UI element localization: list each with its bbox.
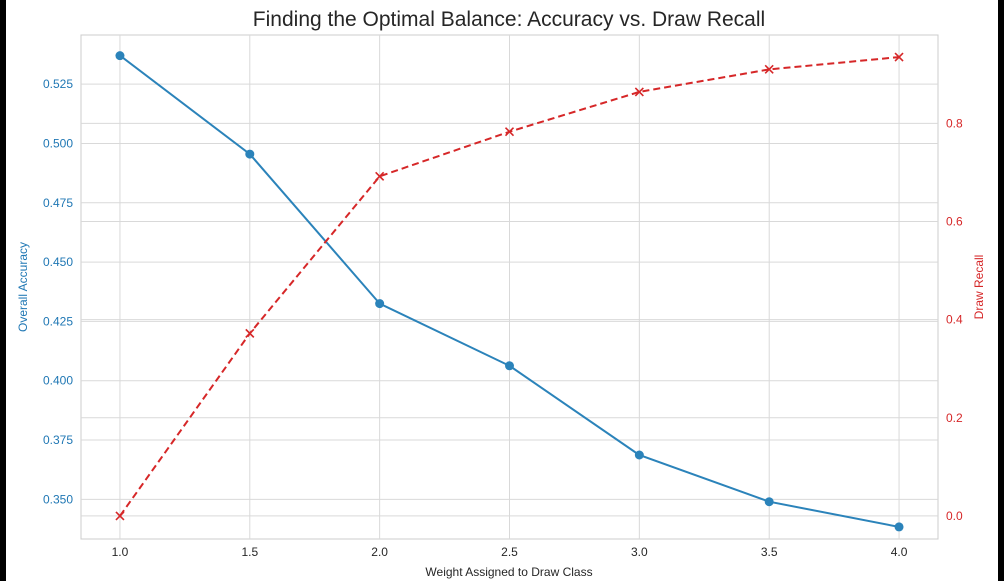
left-tick-label: 0.350 (43, 492, 73, 506)
right-axis-label: Draw Recall (972, 255, 986, 320)
x-tick-label: 1.5 (241, 545, 258, 559)
data-point-accuracy (115, 51, 125, 61)
chart-title: Finding the Optimal Balance: Accuracy vs… (253, 8, 765, 31)
data-point-draw-recall (894, 52, 904, 62)
x-tick-label: 3.5 (761, 545, 778, 559)
data-point-draw-recall (245, 328, 255, 338)
data-point-draw-recall (764, 64, 774, 74)
x-tick-label: 2.0 (371, 545, 388, 559)
data-point-accuracy (894, 522, 904, 532)
x-tick-label: 1.0 (112, 545, 129, 559)
x-tick-label: 2.5 (501, 545, 518, 559)
left-tick-label: 0.400 (43, 374, 73, 388)
left-tick-label: 0.500 (43, 136, 73, 150)
left-axis-ticks: 0.350 0.375 0.400 0.425 0.450 0.475 0.500 0.525 (43, 77, 73, 506)
right-tick-label: 0.4 (946, 313, 963, 327)
data-point-accuracy (505, 361, 514, 371)
right-axis-ticks: 0.0 0.2 0.4 0.6 0.8 (946, 116, 963, 523)
right-tick-label: 0.8 (946, 116, 963, 130)
left-tick-label: 0.425 (43, 314, 73, 328)
left-tick-label: 0.450 (43, 255, 73, 269)
right-tick-label: 0.6 (946, 214, 963, 228)
data-point-accuracy (375, 299, 385, 309)
left-tick-label: 0.375 (43, 433, 73, 447)
x-tick-label: 3.0 (631, 545, 648, 559)
left-tick-label: 0.475 (43, 196, 73, 210)
data-point-draw-recall (115, 511, 125, 521)
data-point-accuracy (245, 149, 255, 159)
right-tick-label: 0.2 (946, 411, 963, 425)
data-point-draw-recall (634, 87, 644, 97)
left-axis-label: Overall Accuracy (16, 242, 30, 332)
right-tick-label: 0.0 (946, 509, 963, 523)
left-tick-label: 0.525 (43, 77, 73, 91)
data-point-accuracy (764, 497, 774, 507)
x-axis-ticks: 1.0 1.5 2.0 2.5 3.0 3.5 4.0 (112, 545, 908, 559)
data-point-draw-recall (375, 171, 385, 181)
x-axis-label: Weight Assigned to Draw Class (425, 565, 592, 579)
frame-edge-right (998, 0, 1004, 581)
data-point-accuracy (634, 450, 644, 460)
data-point-draw-recall (504, 127, 515, 137)
x-tick-label: 4.0 (891, 545, 908, 559)
frame-edge-left (0, 0, 6, 581)
series-layer (115, 51, 904, 532)
